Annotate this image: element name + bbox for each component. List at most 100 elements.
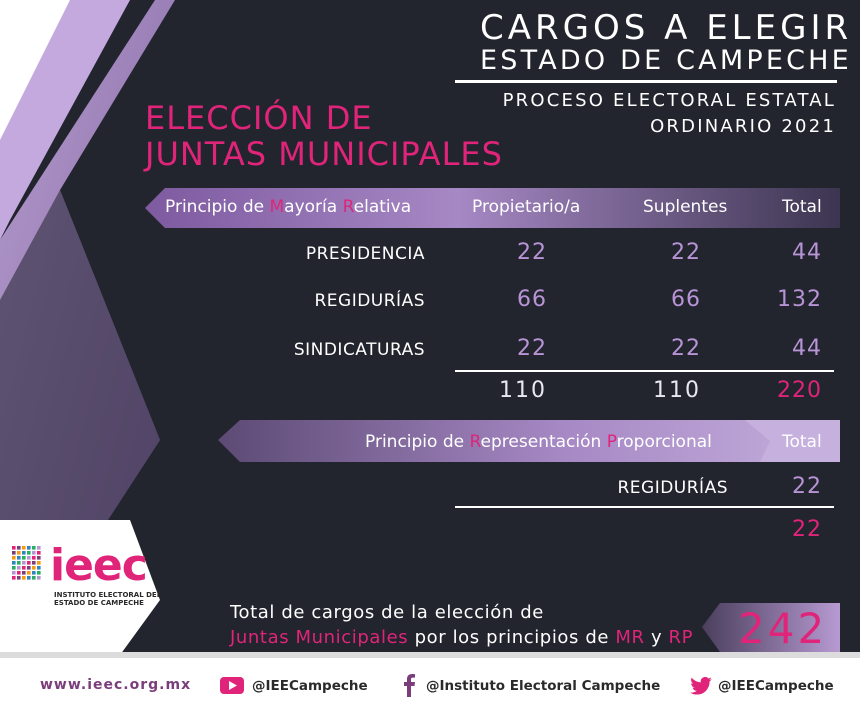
mr-sum-divider (455, 370, 834, 372)
cell-regidurias-propietario: 66 (517, 287, 547, 312)
rp-row-label-regidurias: REGIDURÍAS (617, 478, 728, 498)
summary-mr: MR (615, 627, 645, 648)
summary-text: Total de cargos de la elección de Juntas… (230, 600, 693, 650)
header-divider (455, 80, 837, 83)
logo-dot (22, 561, 26, 565)
mr-label-part: Principio de (165, 197, 270, 217)
rp-label-initial-p: P (606, 432, 617, 452)
summary-line2: Juntas Municipales por los principios de… (230, 625, 693, 650)
rp-label-part: epresentación (480, 432, 607, 452)
logo-dot (17, 556, 21, 560)
facebook-icon[interactable] (402, 673, 416, 697)
row-label-sindicaturas: SINDICATURAS (293, 340, 425, 360)
ieec-logo-icon (12, 546, 41, 580)
rp-band-label: Principio de Representación Proporcional (365, 432, 712, 452)
logo-dot (12, 576, 16, 580)
cell-sindicaturas-propietario: 22 (517, 336, 547, 361)
header-title-line2: ESTADO DE CAMPECHE (480, 45, 852, 76)
logo-dot (37, 566, 41, 570)
logo-dot (17, 576, 21, 580)
youtube-handle[interactable]: @IEECampeche (252, 678, 368, 694)
logo-dot (22, 546, 26, 550)
logo-sub-line2: ESTADO DE CAMPECHE (54, 599, 144, 607)
logo-dot (27, 556, 31, 560)
mr-label-initial-r: R (342, 197, 354, 217)
youtube-icon[interactable] (220, 677, 244, 694)
rp-cell-sum-total: 22 (792, 517, 822, 542)
logo-dot (12, 546, 16, 550)
twitter-icon[interactable] (690, 677, 712, 695)
mr-band-label: Principio de Mayoría Relativa (165, 197, 411, 217)
logo-dot (32, 551, 36, 555)
logo-dot (12, 556, 16, 560)
summary-highlight: Juntas Municipales (230, 627, 409, 648)
logo-dot (12, 571, 16, 575)
logo-dot (32, 556, 36, 560)
summary-mid: por los principios de (408, 627, 616, 648)
logo-dot (32, 571, 36, 575)
logo-dot (27, 546, 31, 550)
cell-total-propietario: 110 (499, 378, 547, 403)
logo-dot (17, 561, 21, 565)
grand-total: 242 (738, 604, 828, 653)
section-title: ELECCIÓN DE JUNTAS MUNICIPALES (145, 100, 503, 172)
logo-sub-line1: INSTITUTO ELECTORAL DEL (54, 591, 162, 599)
logo-dot (22, 566, 26, 570)
header-subtitle-line2: ORDINARIO 2021 (650, 116, 836, 137)
rp-col-header-total: Total (782, 432, 822, 452)
cell-presidencia-total: 44 (792, 240, 822, 265)
cell-regidurias-suplentes: 66 (671, 287, 701, 312)
logo-dot (12, 561, 16, 565)
logo-dot (27, 566, 31, 570)
logo-dot (22, 551, 26, 555)
logo-dot (12, 551, 16, 555)
cell-sindicaturas-suplentes: 22 (671, 336, 701, 361)
logo-dot (37, 571, 41, 575)
rp-cell-regidurias-total: 22 (792, 474, 822, 499)
logo-dot (17, 551, 21, 555)
logo-dot (22, 556, 26, 560)
logo-dot (32, 546, 36, 550)
logo-dot (22, 571, 26, 575)
rp-sum-divider (455, 506, 834, 508)
ieec-logo-text: ieec (50, 540, 148, 591)
logo-dot (37, 551, 41, 555)
col-header-total: Total (782, 197, 822, 217)
logo-dot (37, 546, 41, 550)
logo-dot (27, 551, 31, 555)
cell-total-suplentes: 110 (653, 378, 701, 403)
cell-total-total: 220 (777, 378, 822, 403)
section-title-line1: ELECCIÓN DE (145, 99, 373, 137)
summary-rp: RP (668, 627, 694, 648)
cell-presidencia-propietario: 22 (517, 240, 547, 265)
logo-dot (32, 561, 36, 565)
rp-label-part: Principio de (365, 432, 470, 452)
logo-dot (37, 561, 41, 565)
summary-y: y (644, 627, 669, 648)
header-subtitle-line1: PROCESO ELECTORAL ESTATAL (502, 90, 836, 111)
logo-dot (32, 576, 36, 580)
col-header-propietario: Propietario/a (472, 197, 581, 217)
ieec-logo-subtitle: INSTITUTO ELECTORAL DEL ESTADO DE CAMPEC… (54, 591, 161, 607)
mr-label-initial-m: M (269, 197, 285, 217)
logo-dot (12, 566, 16, 570)
cell-sindicaturas-total: 44 (792, 336, 822, 361)
rp-label-initial-r: R (469, 432, 481, 452)
logo-dot (37, 576, 41, 580)
logo-dot (37, 556, 41, 560)
section-title-line2: JUNTAS MUNICIPALES (145, 135, 503, 173)
twitter-handle[interactable]: @IEECampeche (718, 678, 834, 694)
logo-dot (17, 546, 21, 550)
mr-label-part: elativa (353, 197, 412, 217)
website-link[interactable]: www.ieec.org.mx (40, 677, 192, 693)
cell-presidencia-suplentes: 22 (671, 240, 701, 265)
logo-dot (32, 566, 36, 570)
facebook-handle[interactable]: @Instituto Electoral Campeche (426, 678, 661, 694)
logo-dot (17, 566, 21, 570)
logo-dot (27, 576, 31, 580)
cell-regidurias-total: 132 (777, 287, 822, 312)
footer-bar (0, 666, 860, 708)
row-label-regidurias: REGIDURÍAS (314, 291, 425, 311)
